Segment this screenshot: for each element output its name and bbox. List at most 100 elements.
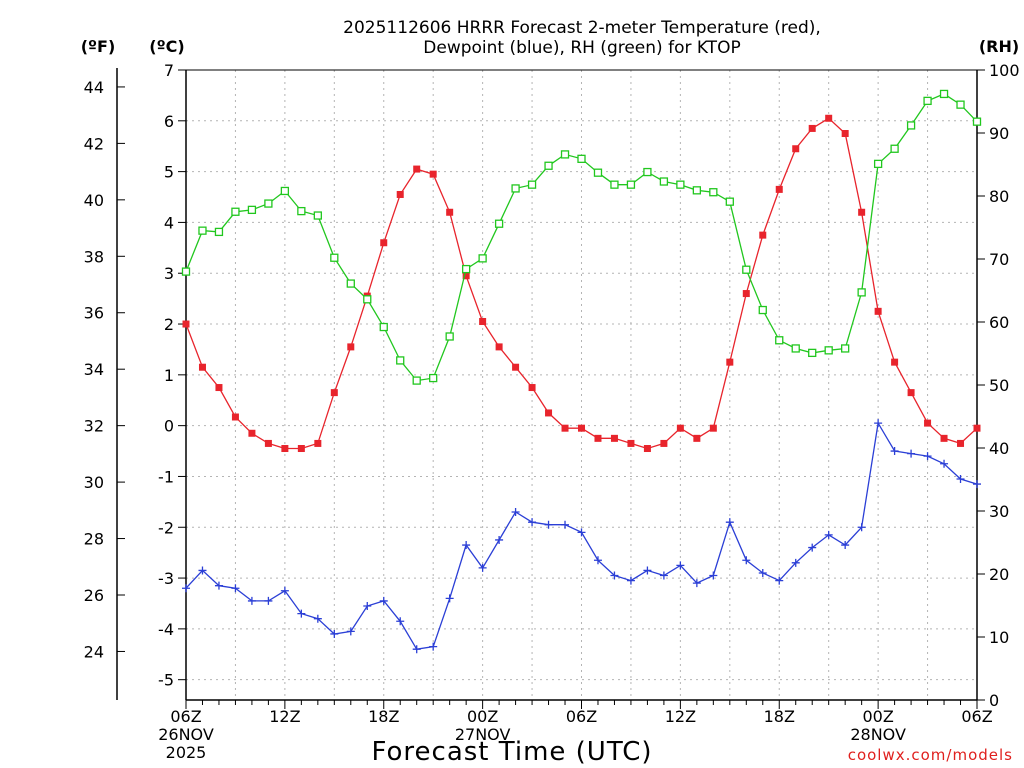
temperature-point — [825, 114, 833, 122]
dewpoint-point — [429, 642, 438, 651]
dewpoint-point — [775, 576, 784, 585]
chart-title-line2: Dewpoint (blue), RH (green) for KTOP — [423, 38, 740, 58]
dewpoint-point — [379, 596, 388, 605]
date-label: 27NOV — [455, 725, 511, 744]
rh-point — [429, 373, 438, 383]
temperature-point — [380, 239, 388, 247]
temperature-point — [462, 272, 470, 280]
dewpoint-point — [725, 518, 734, 527]
dewpoint-point — [692, 579, 701, 588]
rh-point — [626, 180, 636, 189]
dewpoint-series — [182, 419, 981, 654]
dewpoint-point — [528, 518, 537, 527]
dewpoint-point — [198, 566, 207, 575]
temperature-point — [347, 343, 355, 351]
temperature-point — [528, 384, 536, 392]
dewpoint-point — [511, 508, 520, 517]
fahrenheit-tick-label: 24 — [84, 642, 104, 661]
temperature-point — [660, 439, 668, 447]
temperature-point — [891, 358, 899, 366]
temperature-point — [726, 358, 734, 366]
temperature-point — [594, 434, 602, 442]
grid-lines — [186, 69, 977, 700]
celsius-tick-label: -5 — [158, 671, 174, 690]
dewpoint-point — [544, 520, 553, 529]
temperature-point — [182, 320, 190, 328]
rh-point — [363, 295, 372, 304]
rh-unit-label: (RH) — [979, 37, 1019, 56]
rh-point — [461, 264, 471, 274]
temperature-point — [413, 165, 421, 173]
time-tick-label: 12Z — [665, 707, 696, 726]
dewpoint-point — [346, 627, 355, 636]
temperature-point — [248, 429, 256, 437]
celsius-tick-label: -2 — [158, 518, 174, 537]
temperature-point — [429, 170, 437, 178]
rh-tick-label: 20 — [989, 565, 1009, 584]
rh-point — [956, 100, 965, 109]
dewpoint-point — [808, 543, 817, 552]
dewpoint-point — [923, 452, 932, 461]
temperature-point — [957, 439, 965, 447]
dewpoint-point — [297, 609, 306, 618]
rh-point — [824, 346, 833, 355]
dewpoint-point — [626, 576, 635, 585]
rh-point — [330, 253, 339, 262]
time-tick-label: 18Z — [764, 707, 795, 726]
dewpoint-point — [857, 523, 866, 532]
celsius-tick-label: -3 — [158, 569, 174, 588]
rh-point — [280, 186, 290, 196]
dewpoint-point — [791, 558, 800, 567]
temperature-point — [907, 389, 915, 397]
temperature-point — [924, 419, 932, 427]
fahrenheit-tick-label: 26 — [84, 586, 104, 605]
dewpoint-point — [231, 584, 240, 593]
temperature-point — [495, 343, 503, 351]
rh-point — [445, 332, 454, 341]
celsius-tick-label: -4 — [158, 620, 174, 639]
rh-point — [214, 227, 224, 237]
rh-point — [231, 207, 240, 216]
rh-point — [181, 267, 191, 276]
time-tick-label: 06Z — [566, 707, 597, 726]
fahrenheit-tick-label: 28 — [84, 530, 104, 549]
celsius-tick-label: 7 — [164, 61, 174, 80]
temperature-point — [198, 363, 206, 371]
rh-point — [396, 356, 405, 365]
fahrenheit-tick-label: 40 — [84, 191, 104, 210]
temperature-point — [297, 445, 305, 453]
dewpoint-point — [709, 571, 718, 580]
celsius-tick-label: 4 — [164, 213, 174, 232]
celsius-tick-label: 2 — [164, 315, 174, 334]
time-tick-label: 12Z — [269, 707, 300, 726]
dewpoint-point — [330, 629, 339, 638]
temperature-point — [792, 145, 800, 153]
dewpoint-point — [478, 563, 487, 572]
dewpoint-point — [742, 556, 751, 565]
temperature-point — [742, 290, 750, 298]
temperature-point — [446, 208, 454, 216]
temperature-point — [479, 317, 487, 325]
time-tick-label: 18Z — [368, 707, 399, 726]
rh-point — [725, 197, 734, 206]
rh-point — [544, 161, 553, 170]
rh-point — [593, 168, 603, 177]
temperature-point — [215, 384, 223, 392]
dewpoint-point — [610, 571, 619, 580]
temperature-point — [264, 439, 272, 447]
rh-point — [742, 265, 751, 274]
dewpoint-point — [264, 596, 273, 605]
rh-point — [972, 117, 982, 126]
temperature-point — [676, 424, 684, 432]
rh-series — [181, 89, 982, 385]
temperature-point — [512, 363, 520, 371]
dewpoint-point — [890, 447, 899, 456]
rh-point — [841, 344, 850, 353]
temperature-point — [775, 185, 783, 193]
rh-point — [873, 159, 883, 169]
fahrenheit-tick-label: 32 — [84, 417, 104, 436]
temperature-point — [693, 434, 701, 442]
fahrenheit-tick-labels: 24 26 28 30 32 34 36 38 40 42 44 — [84, 78, 125, 661]
year-label: 2025 — [166, 743, 207, 762]
